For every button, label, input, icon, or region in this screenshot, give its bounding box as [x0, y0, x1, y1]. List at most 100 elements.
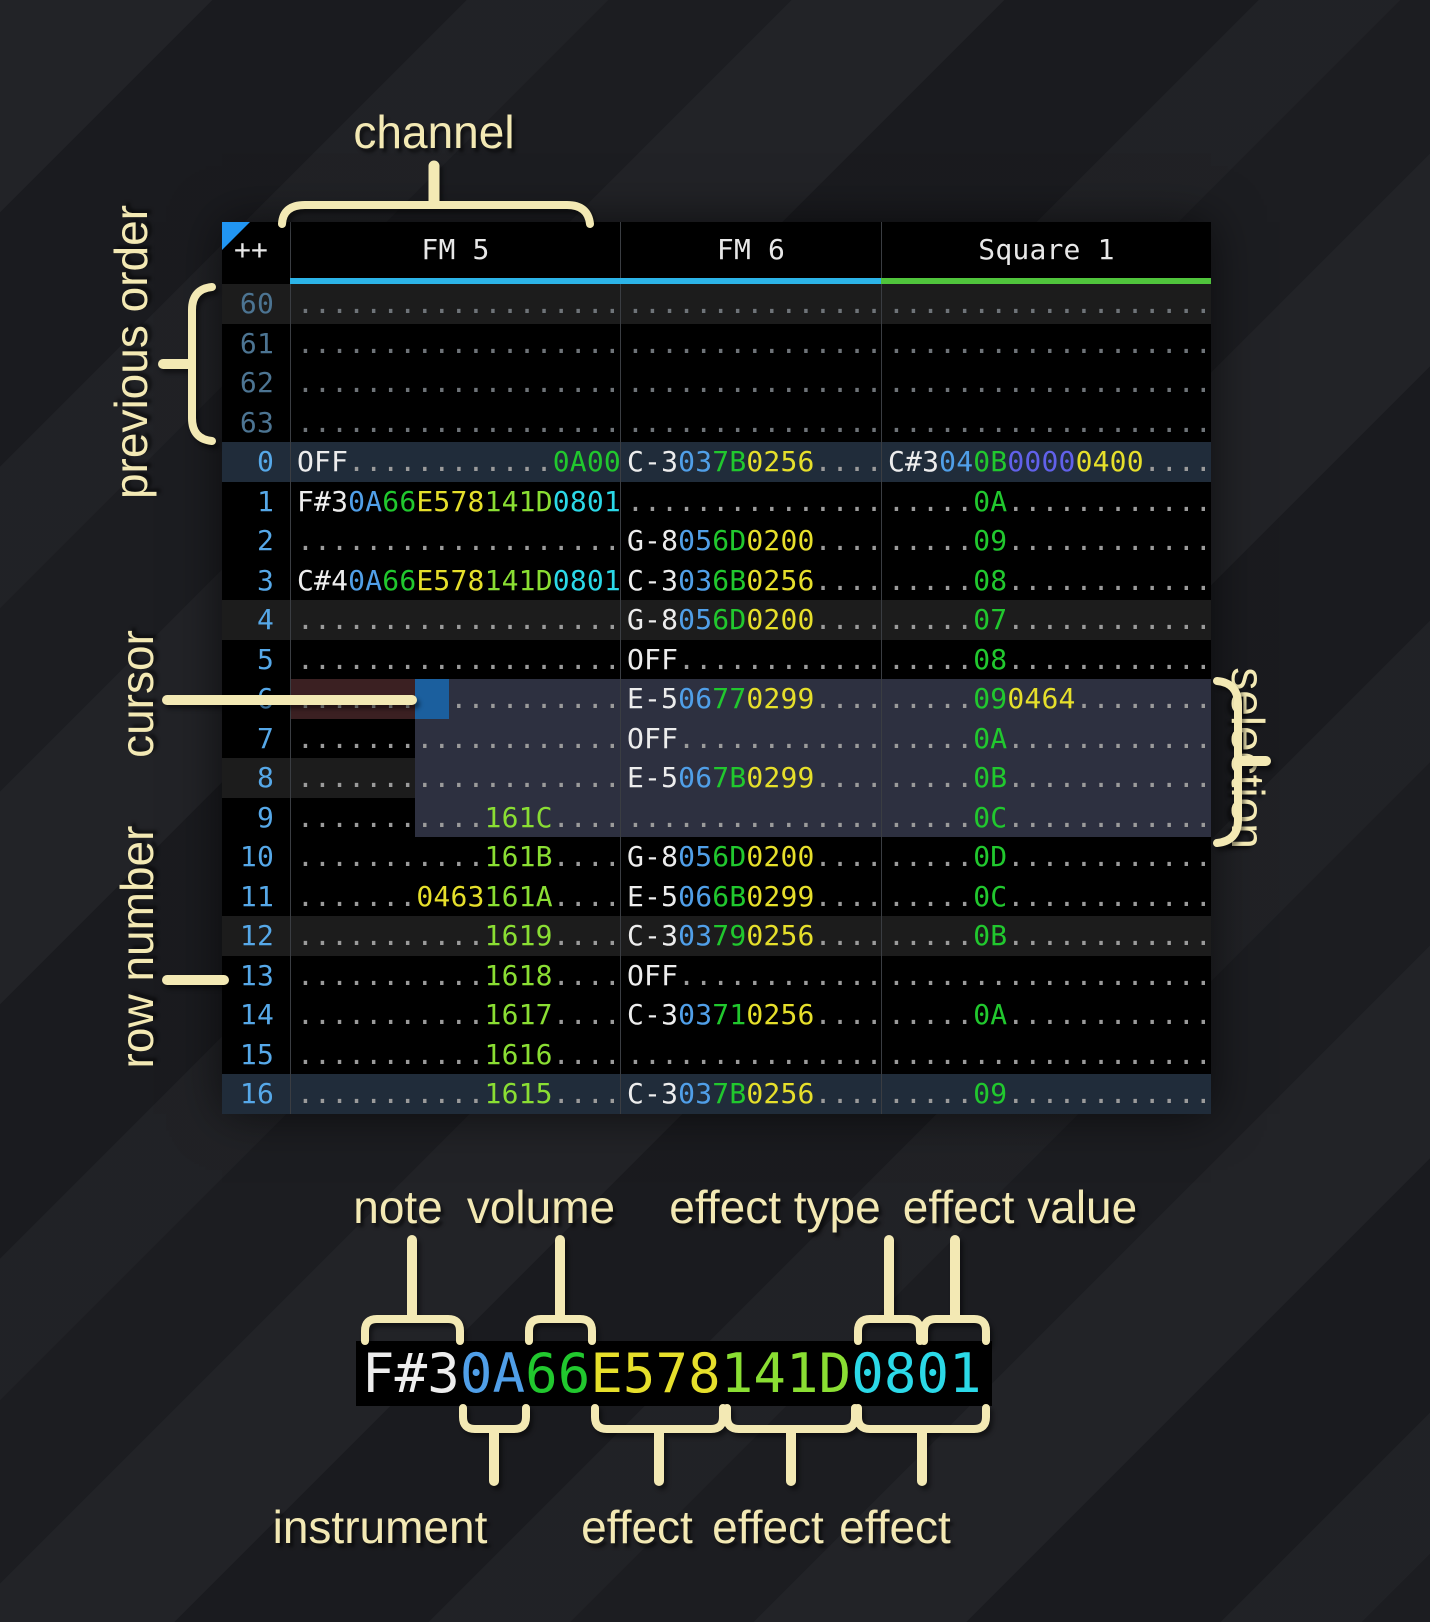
pattern-cell[interactable]: ...........1615.... [290, 1074, 620, 1114]
pattern-cell[interactable]: ................... [290, 284, 620, 324]
annotation-previous-order: previous order [105, 204, 157, 500]
row-number: 4 [256, 603, 274, 636]
pattern-cell[interactable]: ...........1619.... [290, 916, 620, 956]
pattern-cell[interactable]: OFF............0A00 [290, 442, 620, 482]
row-number: 12 [239, 919, 274, 952]
empty-field-dots: ........... [297, 840, 485, 873]
empty-field-dots: ................... [888, 958, 1211, 992]
legend-label-note: note [353, 1181, 443, 1233]
pattern-cell[interactable]: ............... [620, 284, 881, 324]
pattern-cell[interactable]: ................... [290, 679, 620, 719]
pattern-cell[interactable]: OFF............ [620, 955, 881, 995]
pattern-cell[interactable]: G-8056D0200.... [620, 837, 881, 877]
pattern-cell[interactable]: .....07............ [881, 600, 1211, 640]
pattern-cell[interactable]: .....08............ [881, 639, 1211, 679]
pattern-field: E-5 [627, 879, 679, 913]
pattern-cell[interactable]: .....0C............ [881, 876, 1211, 916]
pattern-field: 03 [678, 563, 713, 597]
pattern-cell[interactable]: ............... [620, 797, 881, 837]
channel-header[interactable]: Square 1 [881, 222, 1211, 278]
pattern-cell[interactable]: ...........1616.... [290, 1034, 620, 1074]
pattern-cell[interactable]: ................... [881, 323, 1211, 363]
empty-field-dots: ............ [1007, 800, 1211, 834]
pattern-cell[interactable]: C-3036B0256.... [620, 560, 881, 600]
pattern-cell[interactable]: ................... [881, 1034, 1211, 1074]
pattern-cell[interactable]: C-303710256.... [620, 995, 881, 1035]
pattern-cell[interactable]: ............... [620, 323, 881, 363]
pattern-cell[interactable]: C#3040B00000400.... [881, 442, 1211, 482]
pattern-cell[interactable]: ............... [620, 481, 881, 521]
pattern-cell[interactable]: E-506770299.... [620, 679, 881, 719]
pattern-field: E578 [416, 484, 485, 518]
pattern-cell[interactable]: .....09............ [881, 1074, 1211, 1114]
row-number: 2 [256, 524, 274, 557]
empty-field-dots: ................... [297, 405, 620, 439]
pattern-cell[interactable]: E-5067B0299.... [620, 758, 881, 798]
pattern-field: 0A [459, 1342, 526, 1405]
pattern-field: 6D [712, 603, 747, 636]
pattern-cell[interactable]: ............... [620, 1034, 881, 1074]
pattern-cell[interactable]: C#40A66E578141D0801 [290, 560, 620, 600]
pattern-cell[interactable]: ...........1618.... [290, 955, 620, 995]
pattern-cell[interactable]: ................... [881, 363, 1211, 403]
pattern-cell[interactable]: ................... [290, 639, 620, 679]
empty-field-dots: ..... [888, 682, 974, 715]
pattern-cell[interactable]: ................... [290, 600, 620, 640]
pattern-cell[interactable]: ................... [881, 402, 1211, 442]
pattern-cell[interactable]: C-3037B0256.... [620, 442, 881, 482]
pattern-cell[interactable]: .....09............ [881, 521, 1211, 561]
pattern-cell[interactable]: F#30A66E578141D0801 [290, 481, 620, 521]
pattern-row: 2................... G-8056D0200.........… [222, 521, 1211, 561]
pattern-cell[interactable]: ................... [290, 363, 620, 403]
row-number: 61 [239, 326, 274, 360]
pattern-cell[interactable]: C-303790256.... [620, 916, 881, 956]
pattern-cell[interactable]: ................... [290, 521, 620, 561]
pattern-cell[interactable]: E-5066B0299.... [620, 876, 881, 916]
empty-field-dots: .... [814, 998, 881, 1031]
row-number: 60 [239, 287, 274, 320]
pattern-cell[interactable]: ............... [620, 402, 881, 442]
pattern-cell[interactable]: G-8056D0200.... [620, 600, 881, 640]
annotation-cursor: cursor [111, 630, 163, 758]
empty-field-dots: ............... [627, 326, 881, 360]
pattern-cell[interactable]: ...........161B.... [290, 837, 620, 877]
pattern-field: 0400 [1075, 445, 1144, 478]
pattern-cell[interactable]: ............... [620, 363, 881, 403]
order-corner[interactable]: ++ [222, 222, 290, 278]
pattern-cell[interactable]: ................... [881, 955, 1211, 995]
empty-field-dots: .... [552, 800, 620, 834]
row-number: 13 [239, 958, 274, 992]
pattern-cell[interactable]: OFF............ [620, 639, 881, 679]
pattern-cell[interactable]: ................... [881, 284, 1211, 324]
empty-field-dots: ................... [297, 603, 620, 636]
pattern-cell[interactable]: .....0A............ [881, 718, 1211, 758]
empty-field-dots: ................... [297, 524, 620, 557]
pattern-cell[interactable]: ...........161C.... [290, 797, 620, 837]
pattern-cell[interactable]: .....08............ [881, 560, 1211, 600]
pattern-cell[interactable]: .....0B............ [881, 916, 1211, 956]
empty-field-dots: ..... [888, 761, 974, 794]
pattern-cell[interactable]: .....0B............ [881, 758, 1211, 798]
pattern-field: 7B [712, 1077, 747, 1110]
pattern-cell[interactable]: .....0C............ [881, 797, 1211, 837]
pattern-cell[interactable]: ...........1617.... [290, 995, 620, 1035]
pattern-cell[interactable]: ................... [290, 718, 620, 758]
pattern-cell[interactable]: ................... [290, 402, 620, 442]
pattern-cell[interactable]: ................... [290, 323, 620, 363]
pattern-cell[interactable]: .....0A............ [881, 995, 1211, 1035]
channel-header[interactable]: FM 6 [620, 222, 881, 278]
pattern-cell[interactable]: C-3037B0256.... [620, 1074, 881, 1114]
pattern-cell[interactable]: G-8056D0200.... [620, 521, 881, 561]
channel-header[interactable]: FM 5 [290, 222, 620, 278]
empty-field-dots: .... [552, 1037, 620, 1071]
cursor[interactable] [415, 679, 449, 719]
pattern-cell[interactable]: OFF............ [620, 718, 881, 758]
empty-field-dots: .... [814, 919, 881, 952]
pattern-cell[interactable]: .....090464........ [881, 679, 1211, 719]
pattern-cell[interactable]: ................... [290, 758, 620, 798]
pattern-cell[interactable]: .....0A............ [881, 481, 1211, 521]
pattern-cell[interactable]: .......0463161A.... [290, 876, 620, 916]
row-number: 62 [239, 366, 274, 399]
empty-field-dots: ............ [1007, 761, 1211, 794]
pattern-cell[interactable]: .....0D............ [881, 837, 1211, 877]
